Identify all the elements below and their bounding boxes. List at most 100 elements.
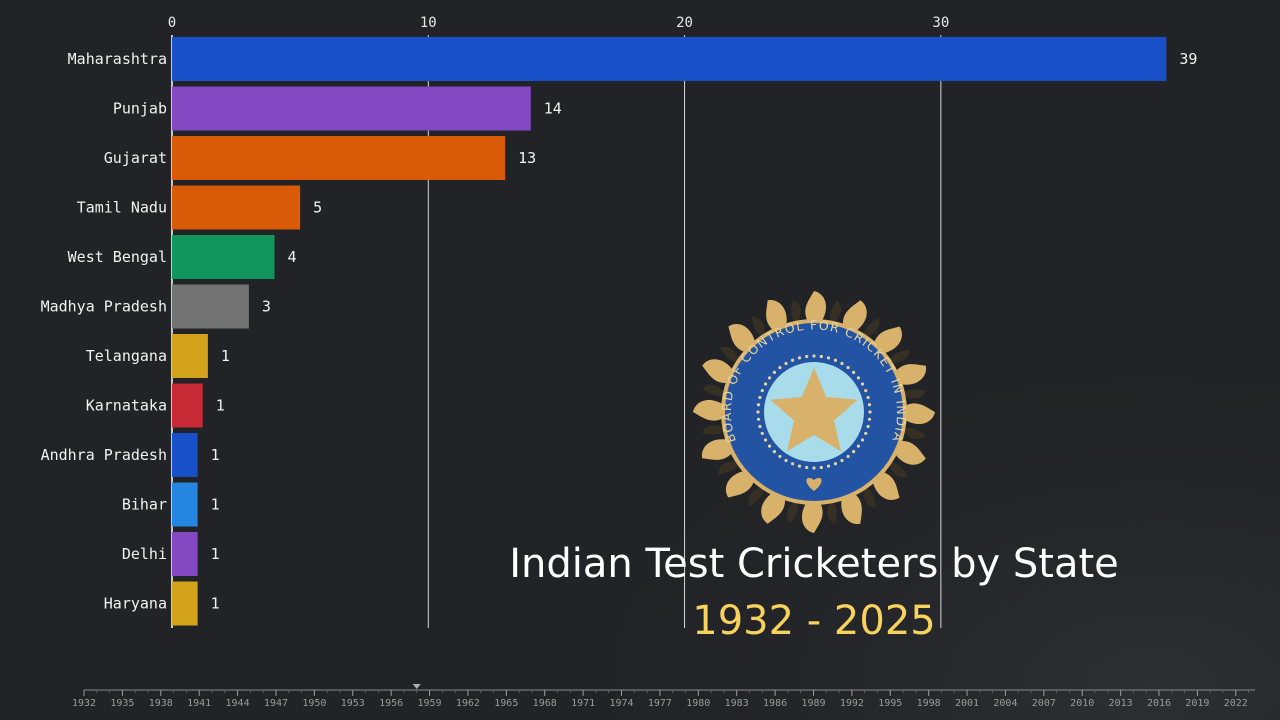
logo-petal-shade xyxy=(863,486,877,508)
logo-dot xyxy=(767,444,772,448)
logo-petal-shade xyxy=(902,427,926,440)
logo-petal-shade xyxy=(829,300,842,324)
value-label: 1 xyxy=(221,347,230,365)
logo-dot xyxy=(851,449,856,454)
value-label: 3 xyxy=(262,298,271,316)
logo-dot xyxy=(840,361,844,366)
x-tick-labels: 0 10 20 30 xyxy=(168,15,949,31)
timeline-label: 1995 xyxy=(878,698,902,709)
logo-petal-shade xyxy=(888,461,909,478)
logo-dot xyxy=(758,395,762,400)
logo-dot xyxy=(772,449,777,454)
timeline-label: 1941 xyxy=(187,698,211,709)
bar xyxy=(172,185,301,230)
logo-dot xyxy=(851,370,856,375)
category-label: West Bengal xyxy=(68,248,167,266)
timeline-label: 1998 xyxy=(917,698,941,709)
timeline[interactable]: 1932 1935 1938 1941 1944 1947 1950 1953 1956 1959… xyxy=(72,684,1255,709)
value-label: 13 xyxy=(518,149,536,167)
logo-petal-shade xyxy=(751,316,765,338)
value-labels: 39 14 13 5 4 3 1 1 1 1 1 1 xyxy=(211,50,1198,613)
chart-subtitle: 1932 - 2025 xyxy=(692,598,936,644)
logo-dot xyxy=(826,356,831,360)
timeline-label: 1956 xyxy=(379,698,403,709)
timeline-label: 2007 xyxy=(1032,698,1056,709)
value-label: 1 xyxy=(216,397,225,415)
value-label: 4 xyxy=(288,248,297,266)
logo-petal-shade xyxy=(902,389,927,399)
logo-dot xyxy=(760,388,764,393)
logo-dot xyxy=(860,382,865,386)
bar xyxy=(172,37,1167,81)
logo-dot xyxy=(756,417,761,421)
logo-dot xyxy=(767,376,772,380)
logo-dot xyxy=(846,365,850,370)
logo-petal-shade xyxy=(748,486,765,507)
timeline-label: 2022 xyxy=(1224,698,1248,709)
logo-dot xyxy=(867,417,872,421)
timeline-label: 1968 xyxy=(533,698,557,709)
timeline-label: 1986 xyxy=(763,698,787,709)
bar xyxy=(172,581,198,626)
timeline-label: 1989 xyxy=(801,698,825,709)
timeline-label: 1938 xyxy=(149,698,173,709)
logo-dot xyxy=(864,431,868,436)
logo-dot xyxy=(846,454,850,459)
bar xyxy=(172,482,198,527)
value-label: 5 xyxy=(313,199,322,217)
logo-dot xyxy=(812,466,816,470)
logo-petal-shade xyxy=(888,349,910,363)
timeline-label: 1974 xyxy=(609,698,633,709)
value-label: 1 xyxy=(211,545,220,563)
logo-dot xyxy=(778,365,782,370)
timeline-label: 2013 xyxy=(1109,698,1133,709)
value-label: 1 xyxy=(211,446,220,464)
timeline-label: 1953 xyxy=(341,698,365,709)
timeline-label: 1971 xyxy=(571,698,595,709)
timeline-label: 2010 xyxy=(1070,698,1094,709)
logo-dot xyxy=(856,444,861,448)
category-label: Tamil Nadu xyxy=(77,199,167,217)
logo-dot xyxy=(760,431,764,436)
bar xyxy=(172,86,531,131)
logo-dot xyxy=(819,465,823,470)
timeline-label: 1950 xyxy=(302,698,326,709)
timeline-label: 1935 xyxy=(110,698,134,709)
value-label: 39 xyxy=(1179,50,1197,68)
bcci-logo: BOARD OF CONTROL FOR CRICKET IN INDIA xyxy=(693,291,935,533)
timeline-label: 1947 xyxy=(264,698,288,709)
logo-dot xyxy=(867,403,872,407)
logo-dot xyxy=(797,464,802,468)
logo-petal-shade xyxy=(791,299,801,324)
logo-petal-shade xyxy=(702,384,726,397)
logo-petal-shade xyxy=(719,346,740,363)
logo-dot xyxy=(812,354,816,358)
logo-dot xyxy=(856,376,861,380)
logo-dot xyxy=(864,388,868,393)
timeline-label: 1944 xyxy=(226,698,250,709)
bar xyxy=(172,235,275,279)
bar xyxy=(172,334,208,378)
category-label: Haryana xyxy=(104,595,167,613)
value-label: 1 xyxy=(211,496,220,514)
x-tick-label: 0 xyxy=(168,15,176,31)
x-tick-label: 10 xyxy=(420,15,437,31)
x-tick-label: 30 xyxy=(932,15,949,31)
logo-dot xyxy=(790,358,795,362)
timeline-label: 1962 xyxy=(456,698,480,709)
logo-petal-shade xyxy=(786,500,799,524)
logo-petal-shade xyxy=(701,425,726,435)
logo-dot xyxy=(756,403,761,407)
timeline-marker[interactable] xyxy=(412,684,421,689)
bar xyxy=(172,383,203,428)
bar xyxy=(172,136,506,180)
logo-star-icon xyxy=(770,368,858,452)
logo-dot xyxy=(833,358,838,362)
category-labels: Maharashtra Punjab Gujarat Tamil Nadu West B… xyxy=(41,50,167,613)
bar xyxy=(172,284,249,329)
timeline-label: 1932 xyxy=(72,698,96,709)
timeline-label: 2004 xyxy=(993,698,1017,709)
category-label: Andhra Pradesh xyxy=(41,446,167,464)
timeline-label: 2016 xyxy=(1147,698,1171,709)
